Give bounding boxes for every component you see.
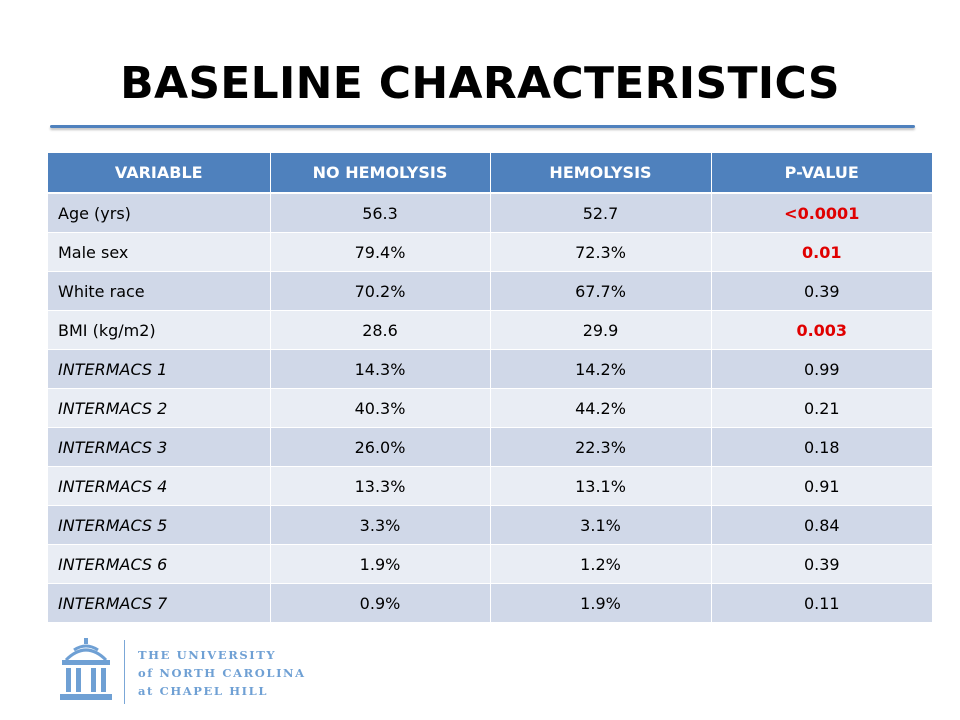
cell-no-hemolysis: 28.6 — [270, 310, 491, 350]
cell-variable: INTERMACS 1 — [48, 349, 271, 389]
header-variable: VARIABLE — [48, 153, 271, 194]
cell-hemolysis: 14.2% — [490, 349, 712, 389]
cell-variable: INTERMACS 7 — [48, 583, 271, 622]
cell-p-value: 0.18 — [711, 427, 932, 467]
cell-p-value: 0.11 — [711, 583, 932, 622]
logo-text-line-1: THE UNIVERSITY — [138, 648, 277, 662]
table-row: INTERMACS 3 26.0% 22.3% 0.18 — [48, 427, 932, 467]
cell-p-value: 0.01 — [711, 232, 932, 272]
university-logo: THE UNIVERSITY of NORTH CAROLINA at CHAP… — [58, 638, 304, 706]
cell-hemolysis: 44.2% — [490, 388, 712, 428]
cell-hemolysis: 3.1% — [490, 505, 712, 545]
cell-variable: White race — [48, 271, 271, 311]
cell-no-hemolysis: 1.9% — [270, 544, 491, 584]
cell-no-hemolysis: 26.0% — [270, 427, 491, 467]
header-hemolysis: HEMOLYSIS — [490, 153, 712, 194]
cell-hemolysis: 52.7 — [490, 193, 712, 233]
cell-p-value: 0.91 — [711, 466, 932, 506]
table-row: INTERMACS 7 0.9% 1.9% 0.11 — [48, 583, 932, 622]
table-row: Age (yrs) 56.3 52.7 <0.0001 — [48, 193, 932, 233]
header-p-value: P-VALUE — [711, 153, 932, 194]
cell-no-hemolysis: 3.3% — [270, 505, 491, 545]
cell-p-value: 0.84 — [711, 505, 932, 545]
cell-variable: Age (yrs) — [48, 193, 271, 233]
cell-p-value: <0.0001 — [711, 193, 932, 233]
cell-variable: INTERMACS 3 — [48, 427, 271, 467]
cell-no-hemolysis: 40.3% — [270, 388, 491, 428]
cell-hemolysis: 72.3% — [490, 232, 712, 272]
cell-no-hemolysis: 0.9% — [270, 583, 491, 622]
cell-variable: Male sex — [48, 232, 271, 272]
cell-p-value: 0.003 — [711, 310, 932, 350]
cell-no-hemolysis: 79.4% — [270, 232, 491, 272]
logo-text-line-2: of NORTH CAROLINA — [138, 666, 306, 680]
cell-p-value: 0.99 — [711, 349, 932, 389]
table-row: INTERMACS 5 3.3% 3.1% 0.84 — [48, 505, 932, 545]
table-row: INTERMACS 1 14.3% 14.2% 0.99 — [48, 349, 932, 389]
cell-variable: INTERMACS 6 — [48, 544, 271, 584]
table-header-row: VARIABLE NO HEMOLYSIS HEMOLYSIS P-VALUE — [48, 153, 932, 194]
table-row: INTERMACS 2 40.3% 44.2% 0.21 — [48, 388, 932, 428]
cell-hemolysis: 22.3% — [490, 427, 712, 467]
title-underline — [50, 125, 915, 128]
logo-divider — [124, 640, 125, 704]
table-row: INTERMACS 6 1.9% 1.2% 0.39 — [48, 544, 932, 584]
cell-no-hemolysis: 56.3 — [270, 193, 491, 233]
cell-hemolysis: 67.7% — [490, 271, 712, 311]
header-no-hemolysis: NO HEMOLYSIS — [270, 153, 491, 194]
cell-hemolysis: 1.9% — [490, 583, 712, 622]
slide-title: BASELINE CHARACTERISTICS — [120, 58, 840, 109]
cell-no-hemolysis: 13.3% — [270, 466, 491, 506]
cell-hemolysis: 13.1% — [490, 466, 712, 506]
table-row: INTERMACS 4 13.3% 13.1% 0.91 — [48, 466, 932, 506]
cell-hemolysis: 29.9 — [490, 310, 712, 350]
cell-variable: INTERMACS 4 — [48, 466, 271, 506]
old-well-icon — [60, 638, 112, 700]
logo-text-line-3: at CHAPEL HILL — [138, 684, 269, 698]
cell-no-hemolysis: 14.3% — [270, 349, 491, 389]
cell-p-value: 0.39 — [711, 544, 932, 584]
cell-p-value: 0.21 — [711, 388, 932, 428]
cell-variable: BMI (kg/m2) — [48, 310, 271, 350]
cell-hemolysis: 1.2% — [490, 544, 712, 584]
table-row: Male sex 79.4% 72.3% 0.01 — [48, 232, 932, 272]
cell-variable: INTERMACS 5 — [48, 505, 271, 545]
cell-variable: INTERMACS 2 — [48, 388, 271, 428]
cell-p-value: 0.39 — [711, 271, 932, 311]
baseline-characteristics-table: VARIABLE NO HEMOLYSIS HEMOLYSIS P-VALUE … — [48, 153, 932, 622]
table-row: White race 70.2% 67.7% 0.39 — [48, 271, 932, 311]
cell-no-hemolysis: 70.2% — [270, 271, 491, 311]
table-row: BMI (kg/m2) 28.6 29.9 0.003 — [48, 310, 932, 350]
